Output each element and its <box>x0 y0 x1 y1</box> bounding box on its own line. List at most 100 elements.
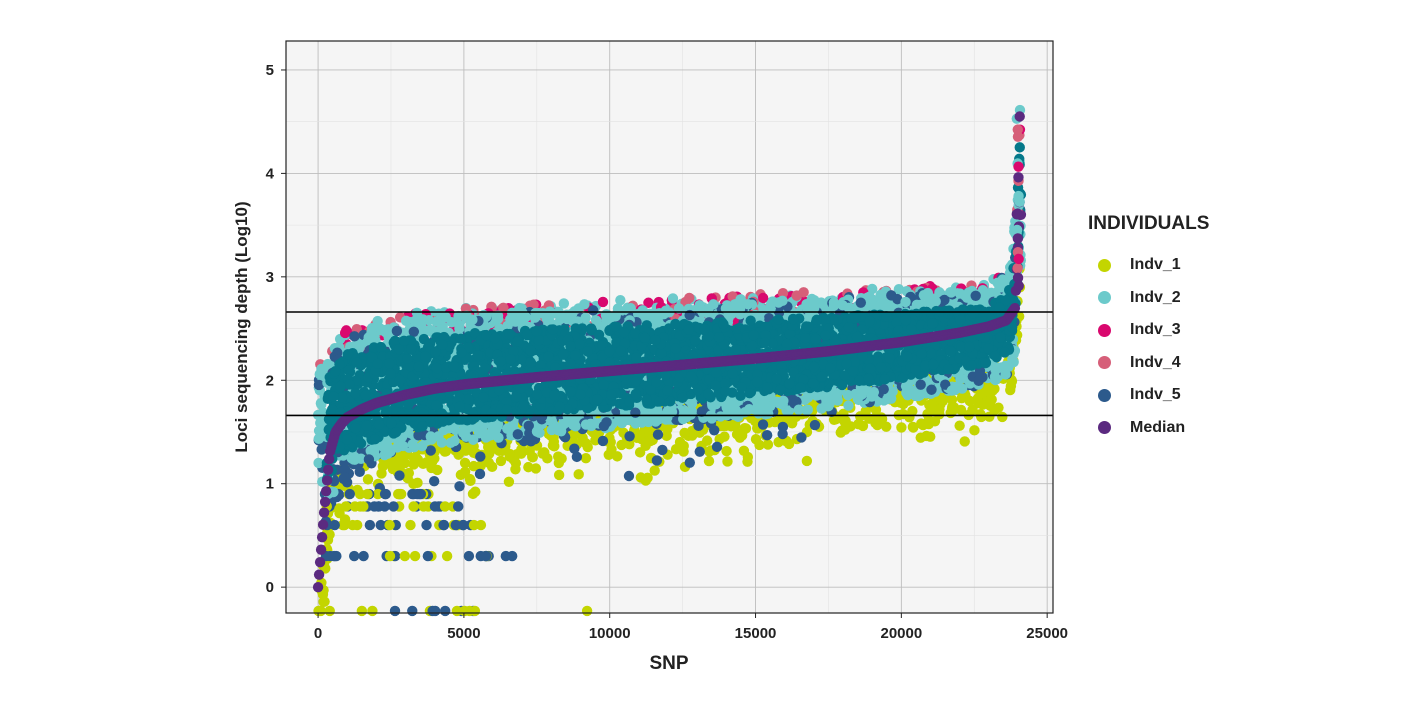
point-upper <box>667 293 679 304</box>
point-indv-1 <box>838 408 849 420</box>
point-indv-5 <box>354 466 365 478</box>
point-indv-1 <box>896 422 907 433</box>
point-band <box>313 433 325 445</box>
point-band <box>587 305 599 316</box>
point-low-row <box>468 519 480 531</box>
point-band <box>502 423 513 434</box>
point-band <box>407 439 418 450</box>
point-upper <box>643 297 654 308</box>
point-indv-1 <box>394 457 405 469</box>
point-indv-1 <box>917 419 929 431</box>
point-low-row <box>328 550 340 562</box>
point-indv-1 <box>828 414 840 426</box>
point-low-row <box>358 501 369 512</box>
point-indv-1 <box>679 427 690 439</box>
point-band <box>349 454 361 465</box>
point-low-row <box>329 519 340 531</box>
point-indv-5 <box>777 428 788 440</box>
point-indv-1 <box>937 395 949 407</box>
point-indv-1 <box>376 468 387 479</box>
point-indv-5 <box>428 475 440 487</box>
point-low-row <box>351 519 363 531</box>
point-band <box>842 389 854 401</box>
point-band <box>970 290 981 301</box>
point-indv-1 <box>524 445 535 457</box>
point-band <box>708 299 719 310</box>
point-band <box>930 296 941 307</box>
point-band <box>852 393 864 405</box>
point-band <box>926 384 937 395</box>
point-indv-1 <box>993 402 1004 413</box>
point-indv-1 <box>553 469 565 481</box>
point-indv-5 <box>474 468 486 480</box>
point-low-row <box>344 488 355 500</box>
point-indv-5 <box>652 429 664 440</box>
point-zero-row <box>356 605 368 617</box>
point-low-row <box>412 488 423 500</box>
point-band <box>727 401 739 412</box>
point-indv-5 <box>339 471 350 483</box>
point-zero-row <box>389 605 401 617</box>
point-indv-1 <box>870 404 882 416</box>
point-indv-1 <box>590 435 601 446</box>
point-band <box>397 440 409 452</box>
point-band <box>806 293 818 305</box>
point-low-row <box>349 550 360 562</box>
point-band <box>565 312 576 323</box>
point-low-row <box>481 550 492 562</box>
point-low-row <box>506 550 518 562</box>
point-indv-1 <box>908 422 919 433</box>
point-band <box>640 309 651 320</box>
point-low-row <box>421 519 432 531</box>
point-indv-1 <box>670 443 682 455</box>
point-upper <box>757 292 769 304</box>
point-indv-1 <box>954 420 965 431</box>
point-band <box>601 417 612 428</box>
point-indv-1 <box>947 405 959 416</box>
point-band <box>946 385 958 396</box>
point-band <box>636 417 648 428</box>
point-low-row <box>395 488 407 500</box>
point-indv-5 <box>684 457 695 468</box>
point-indv-1 <box>352 484 363 496</box>
point-upper <box>558 298 570 309</box>
point-low-row <box>388 501 399 512</box>
point-indv-1 <box>703 455 715 467</box>
point-band <box>505 314 516 325</box>
point-band <box>454 323 465 334</box>
point-indv-1 <box>644 436 656 447</box>
point-band <box>1000 360 1011 372</box>
point-indv-1 <box>605 437 616 448</box>
point-band <box>426 434 437 445</box>
point-indv-1 <box>742 456 753 467</box>
point-zero-row <box>439 605 451 617</box>
point-low-row <box>349 501 361 512</box>
point-band <box>773 397 784 409</box>
point-low-row <box>358 550 369 562</box>
point-low-row <box>364 519 376 531</box>
point-low-row <box>439 501 451 512</box>
point-indv-5 <box>569 443 580 454</box>
point-indv-1 <box>483 457 495 468</box>
point-indv-1 <box>762 439 774 450</box>
point-indv-1 <box>465 475 476 487</box>
point-indv-5 <box>454 481 465 492</box>
point-band <box>959 290 971 301</box>
point-indv-1 <box>432 464 443 476</box>
point-indv-1 <box>801 455 813 467</box>
point-low-row <box>405 519 416 531</box>
point-indv-5 <box>623 470 635 482</box>
point-band <box>363 454 375 465</box>
point-indv-5 <box>571 451 583 463</box>
point-band <box>365 331 376 343</box>
point-band <box>824 398 835 409</box>
point-indv-1 <box>896 396 907 408</box>
point-indv-1 <box>523 461 534 473</box>
point-indv-1 <box>465 443 476 454</box>
point-indv-1 <box>984 411 995 422</box>
point-zero-row <box>367 605 378 617</box>
point-indv-1 <box>459 466 471 477</box>
point-band <box>619 414 630 426</box>
point-band <box>391 325 403 337</box>
